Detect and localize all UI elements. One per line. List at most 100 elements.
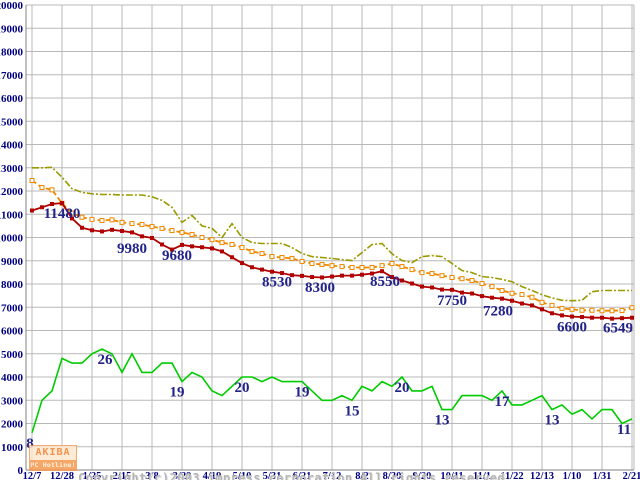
x-axis-label: 5/31	[263, 471, 282, 480]
series-average-price-marker	[119, 219, 125, 225]
x-axis-label: 3/29	[173, 471, 192, 480]
value-label-low-price: 11480	[44, 206, 81, 222]
series-low-price-marker	[570, 314, 574, 319]
series-average-price-marker	[399, 264, 405, 270]
series-low-price-marker	[360, 272, 364, 277]
series-average-price-marker	[199, 235, 205, 240]
value-label-shop-count: 15	[345, 403, 360, 419]
x-axis-label: 11/22	[500, 471, 523, 480]
series-low-price-marker	[60, 201, 64, 206]
series-average-price-marker	[329, 263, 335, 269]
series-average-price-marker	[549, 302, 555, 308]
series-average-price-marker	[499, 288, 505, 294]
series-low-price-marker	[240, 261, 244, 266]
y-axis-label: 7000	[1, 302, 24, 314]
series-low-price-marker	[370, 271, 374, 276]
series-low-price-marker	[30, 208, 34, 213]
x-axis-label: 1/25	[83, 471, 102, 480]
value-label-low-price: 9680	[162, 248, 192, 264]
logo-pc-hotline-text: PC Hotline!	[30, 460, 76, 470]
series-average-price-marker	[319, 261, 325, 267]
y-axis-label: 1000	[1, 442, 24, 454]
y-axis-label: 6000	[1, 326, 24, 338]
value-label-shop-count: 20	[235, 380, 250, 396]
series-average-price-marker	[569, 306, 575, 312]
series-average-price-marker	[609, 308, 615, 314]
copyright-line: Copyright(c)2003 impress corporation All…	[78, 471, 513, 480]
series-low-price-marker	[550, 311, 554, 316]
series-average-price-marker	[419, 270, 425, 276]
series-average-price-marker	[79, 214, 85, 220]
value-label-low-price: 7280	[483, 304, 513, 320]
series-low-price-marker	[230, 255, 234, 260]
x-axis-label: 7/12	[323, 471, 342, 480]
series-low-price-marker	[160, 242, 164, 247]
x-axis-label: 8/30	[383, 471, 402, 480]
series-low-price-marker	[170, 247, 174, 252]
series-low-price-marker	[580, 315, 584, 320]
x-axis-label: 4/19	[203, 471, 222, 480]
copyright-watermark: Copyright(c)2003 impress corporation All…	[78, 443, 513, 480]
y-axis-label: 9000	[1, 256, 24, 268]
series-average-price-marker	[509, 290, 515, 296]
x-axis-label: 3/8	[145, 471, 158, 480]
logo-akiba-text: AKIBA	[35, 447, 71, 458]
series-low-price-marker	[390, 275, 394, 280]
series-low-price-marker	[130, 230, 134, 235]
series-low-price-marker	[270, 269, 274, 274]
y-axis-label: 13000	[0, 163, 24, 175]
series-average-price-marker	[269, 254, 275, 260]
series-low-price-marker	[500, 296, 504, 301]
series-average-price-marker	[129, 221, 135, 227]
series-average-price-marker	[219, 240, 225, 246]
series-low-price-marker	[210, 246, 214, 251]
x-axis-label: 12/28	[50, 471, 74, 480]
series-low-price-marker	[460, 290, 464, 295]
y-axis-label: 4000	[1, 372, 24, 384]
y-axis-label: 0	[18, 465, 24, 477]
series-average-price-marker	[539, 299, 545, 305]
x-axis-label: 12/13	[530, 471, 554, 480]
y-axis-label: 8000	[1, 279, 24, 291]
series-low-price-marker	[350, 273, 354, 278]
series-low-price-marker	[530, 303, 534, 308]
series-average-price-marker	[309, 261, 315, 267]
series-average-price-marker	[159, 225, 165, 231]
series-average-price-marker	[109, 217, 115, 223]
value-label-low-price: 8300	[305, 280, 335, 296]
y-axis-label: 17000	[0, 70, 24, 82]
x-axis-label: 1/10	[563, 471, 582, 480]
series-average-price-marker	[289, 255, 295, 261]
series-average-price-marker	[139, 221, 145, 227]
series-average-price-marker	[589, 307, 595, 313]
value-label-shop-count: 8	[26, 436, 34, 452]
series-low-price-marker	[50, 202, 54, 207]
series-low-price-marker	[300, 273, 304, 278]
value-label-shop-count: 19	[170, 385, 185, 401]
series-low-price-marker	[620, 316, 624, 321]
series-low-price-marker	[590, 315, 594, 320]
x-axis-label: 1/31	[593, 471, 612, 480]
series-average-price-marker	[209, 237, 215, 243]
series-low-price-marker	[80, 225, 84, 230]
series-low-price-marker	[380, 269, 384, 274]
x-axis-label: 10/11	[440, 471, 463, 480]
series-low-price-marker	[200, 245, 204, 250]
series-average-price-marker	[189, 231, 195, 237]
series-low-price-marker	[420, 284, 424, 289]
series-average-price-marker	[529, 294, 535, 300]
series-average-price-marker	[559, 305, 565, 311]
series-average-price-marker	[449, 274, 455, 280]
series-low-price-marker	[610, 316, 614, 321]
series-low-price-marker	[320, 275, 324, 280]
series-average-price-marker	[629, 305, 635, 311]
value-label-low-price: 9980	[117, 241, 147, 257]
series-low-price-marker	[40, 205, 44, 210]
series-low-price-marker	[100, 229, 104, 234]
series-low-price-marker	[150, 235, 154, 240]
series-average-price-marker	[239, 244, 245, 250]
series-low-price-marker	[110, 227, 114, 232]
series-low-price-marker	[340, 273, 344, 278]
series-low-price-marker	[260, 267, 264, 272]
y-axis-label: 18000	[0, 47, 24, 59]
